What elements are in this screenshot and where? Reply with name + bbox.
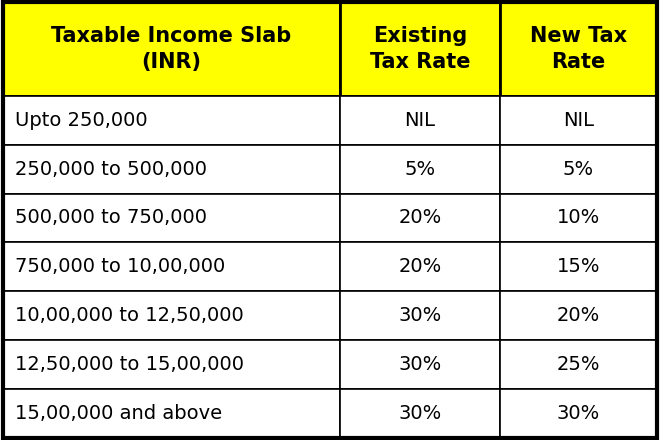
Text: Existing
Tax Rate: Existing Tax Rate <box>370 26 470 72</box>
Bar <box>3 2 340 96</box>
Bar <box>340 340 500 389</box>
Text: 10%: 10% <box>556 209 600 227</box>
Text: 250,000 to 500,000: 250,000 to 500,000 <box>15 160 207 179</box>
Bar <box>340 291 500 340</box>
Bar <box>340 2 500 96</box>
Text: Upto 250,000: Upto 250,000 <box>15 111 148 130</box>
Text: 20%: 20% <box>398 257 442 276</box>
Bar <box>500 2 657 96</box>
Text: New Tax
Rate: New Tax Rate <box>530 26 627 72</box>
Bar <box>500 389 657 438</box>
Text: 25%: 25% <box>556 355 600 374</box>
Text: 30%: 30% <box>556 404 600 423</box>
Text: 30%: 30% <box>398 355 442 374</box>
Text: NIL: NIL <box>405 111 436 130</box>
Text: 5%: 5% <box>563 160 594 179</box>
Text: 30%: 30% <box>398 404 442 423</box>
Text: 20%: 20% <box>398 209 442 227</box>
Text: NIL: NIL <box>563 111 594 130</box>
Text: 10,00,000 to 12,50,000: 10,00,000 to 12,50,000 <box>15 306 244 325</box>
Text: 500,000 to 750,000: 500,000 to 750,000 <box>15 209 207 227</box>
Bar <box>3 340 340 389</box>
Bar <box>500 145 657 194</box>
Bar <box>3 389 340 438</box>
Text: 15%: 15% <box>556 257 600 276</box>
Bar <box>340 194 500 242</box>
Bar <box>3 145 340 194</box>
Text: 12,50,000 to 15,00,000: 12,50,000 to 15,00,000 <box>15 355 244 374</box>
Text: 5%: 5% <box>405 160 436 179</box>
Bar <box>500 194 657 242</box>
Text: 750,000 to 10,00,000: 750,000 to 10,00,000 <box>15 257 226 276</box>
Bar <box>340 96 500 145</box>
Bar <box>340 389 500 438</box>
Bar <box>340 242 500 291</box>
Bar <box>500 96 657 145</box>
Bar <box>500 340 657 389</box>
Bar <box>340 145 500 194</box>
Bar <box>3 96 340 145</box>
Text: 20%: 20% <box>556 306 600 325</box>
Text: 30%: 30% <box>398 306 442 325</box>
Bar <box>3 194 340 242</box>
Text: 15,00,000 and above: 15,00,000 and above <box>15 404 222 423</box>
Bar <box>500 291 657 340</box>
Bar <box>500 242 657 291</box>
Bar <box>3 291 340 340</box>
Text: Taxable Income Slab
(INR): Taxable Income Slab (INR) <box>51 26 292 72</box>
Bar <box>3 242 340 291</box>
